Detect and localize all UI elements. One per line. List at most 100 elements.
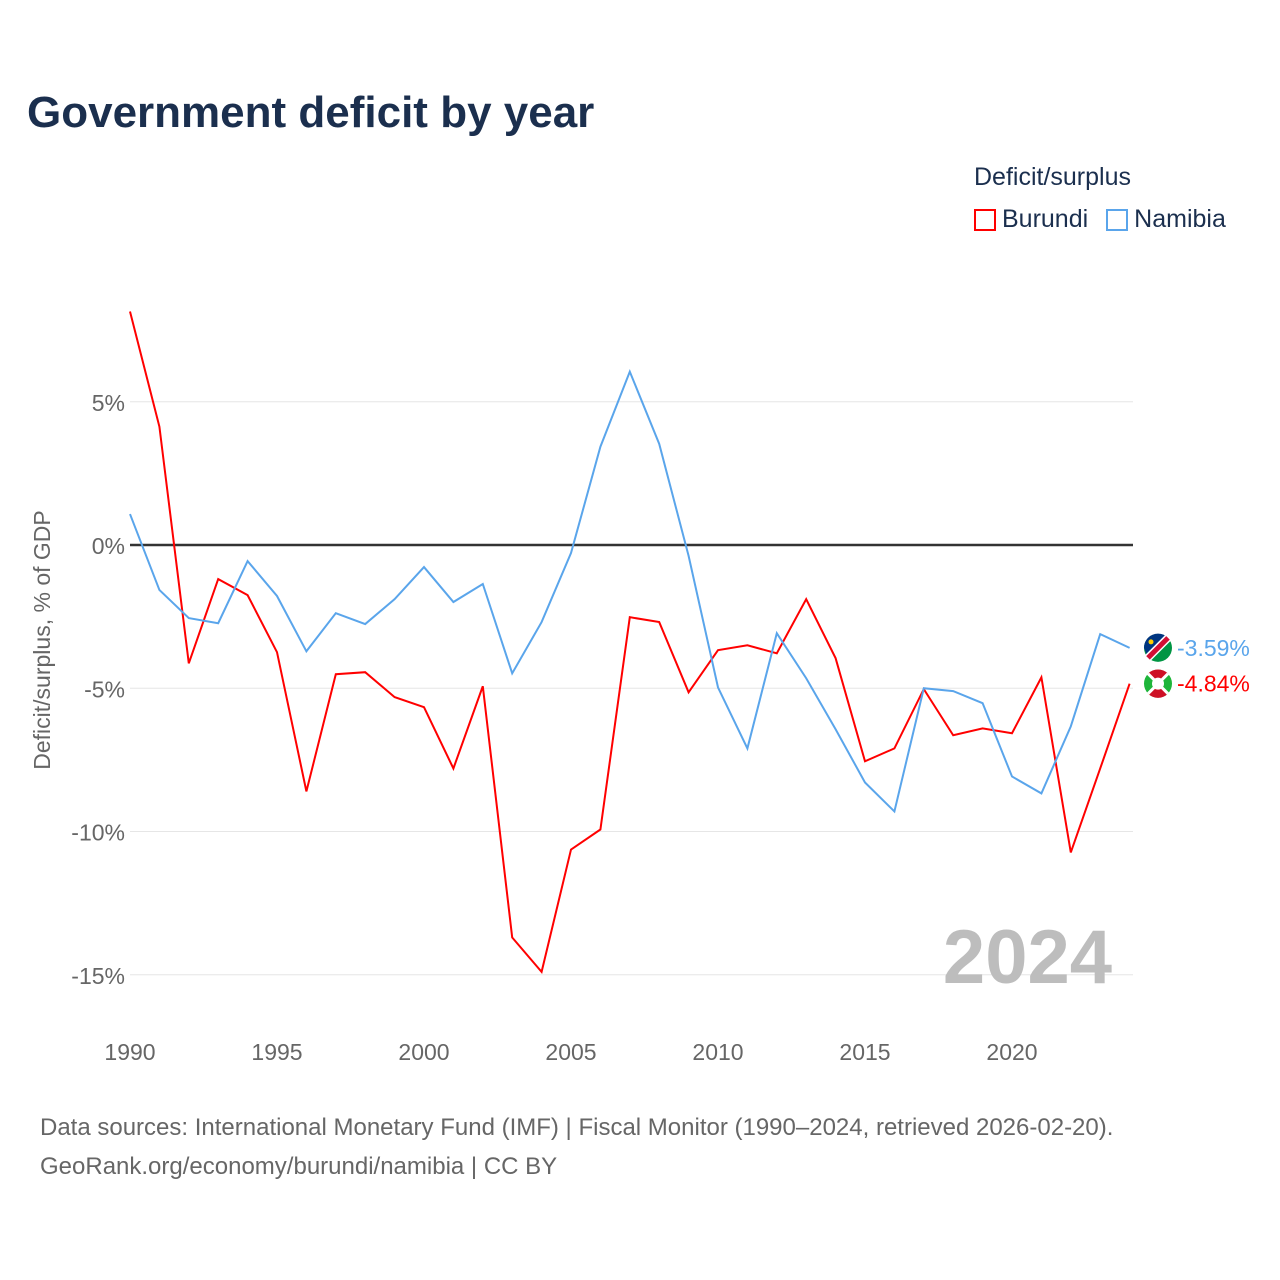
data-point[interactable] — [421, 704, 427, 710]
x-tick-label: 2010 — [692, 1039, 743, 1065]
legend-label: Namibia — [1134, 205, 1226, 233]
series-line-namibia — [129, 368, 1131, 814]
y-tick-label: -5% — [84, 676, 125, 702]
data-point[interactable] — [1009, 773, 1015, 779]
data-point[interactable] — [627, 369, 633, 375]
data-point[interactable] — [450, 765, 456, 771]
data-point[interactable] — [127, 309, 133, 315]
data-point[interactable] — [156, 587, 162, 593]
data-point[interactable] — [509, 670, 515, 676]
y-tick-label: -15% — [71, 963, 125, 989]
data-point[interactable] — [539, 969, 545, 975]
data-point[interactable] — [245, 558, 251, 564]
x-tick-label: 2005 — [545, 1039, 596, 1065]
data-point[interactable] — [539, 619, 545, 625]
data-point[interactable] — [833, 655, 839, 661]
data-point[interactable] — [1097, 631, 1103, 637]
data-point[interactable] — [303, 648, 309, 654]
data-point[interactable] — [362, 621, 368, 627]
legend-swatch-namibia — [1106, 208, 1129, 231]
data-point[interactable] — [127, 511, 133, 517]
x-tick-label: 1995 — [251, 1039, 302, 1065]
data-point[interactable] — [303, 788, 309, 794]
data-point[interactable] — [480, 581, 486, 587]
data-point[interactable] — [921, 685, 927, 691]
data-point[interactable] — [891, 745, 897, 751]
legend-swatch-burundi — [974, 208, 996, 231]
data-point[interactable] — [1009, 730, 1015, 736]
data-point[interactable] — [950, 732, 956, 738]
data-point[interactable] — [1038, 790, 1044, 796]
y-tick-label: 5% — [92, 390, 125, 416]
x-tick-label: 2000 — [398, 1039, 449, 1065]
data-point[interactable] — [186, 660, 192, 666]
legend-item-burundi[interactable]: Burundi — [974, 205, 1088, 234]
y-tick-label: 0% — [92, 533, 125, 559]
data-point[interactable] — [803, 675, 809, 681]
data-point[interactable] — [744, 745, 750, 751]
data-point[interactable] — [215, 576, 221, 582]
data-point[interactable] — [744, 642, 750, 648]
flag-burundi-icon — [1144, 669, 1172, 698]
source-link[interactable]: GeoRank.org/economy/burundi/namibia | CC… — [40, 1153, 558, 1180]
data-point[interactable] — [362, 669, 368, 675]
data-point[interactable] — [774, 630, 780, 636]
data-point[interactable] — [686, 689, 692, 695]
end-label-burundi: -4.84% — [1177, 671, 1250, 697]
data-point[interactable] — [656, 619, 662, 625]
data-point[interactable] — [1038, 674, 1044, 680]
data-point[interactable] — [1097, 765, 1103, 771]
data-point[interactable] — [862, 758, 868, 764]
data-point[interactable] — [686, 553, 692, 559]
data-point[interactable] — [245, 592, 251, 598]
end-label-namibia: -3.59% — [1177, 635, 1250, 661]
data-point[interactable] — [333, 610, 339, 616]
data-point[interactable] — [803, 596, 809, 602]
year-watermark: 2024 — [943, 915, 1112, 1000]
data-point[interactable] — [715, 684, 721, 690]
data-point[interactable] — [480, 683, 486, 689]
data-point[interactable] — [1127, 645, 1133, 651]
data-point[interactable] — [862, 780, 868, 786]
flag-namibia-icon — [1143, 633, 1172, 662]
data-point[interactable] — [597, 444, 603, 450]
series-line-burundi — [129, 311, 1131, 975]
y-axis-label: Deficit/surplus, % of GDP — [29, 510, 55, 769]
data-point[interactable] — [392, 694, 398, 700]
data-point[interactable] — [1127, 681, 1133, 687]
data-point[interactable] — [774, 650, 780, 656]
legend-item-namibia[interactable]: Namibia — [1106, 205, 1226, 234]
data-point[interactable] — [980, 725, 986, 731]
data-point[interactable] — [627, 614, 633, 620]
data-point[interactable] — [333, 671, 339, 677]
legend-title: Deficit/surplus — [974, 163, 1131, 191]
data-point[interactable] — [891, 808, 897, 814]
legend-label: Burundi — [1002, 205, 1089, 233]
data-point[interactable] — [509, 935, 515, 941]
data-point[interactable] — [568, 847, 574, 853]
data-point[interactable] — [568, 550, 574, 556]
data-point[interactable] — [656, 441, 662, 447]
data-point[interactable] — [215, 620, 221, 626]
data-point[interactable] — [274, 593, 280, 599]
data-point[interactable] — [833, 726, 839, 732]
data-point[interactable] — [156, 424, 162, 430]
source-line: Data sources: International Monetary Fun… — [40, 1114, 1114, 1141]
data-point[interactable] — [274, 649, 280, 655]
data-point[interactable] — [450, 599, 456, 605]
legend: Burundi Namibia — [974, 205, 1226, 234]
data-point[interactable] — [392, 596, 398, 602]
chart-title: Government deficit by year — [27, 88, 595, 137]
data-point[interactable] — [597, 826, 603, 832]
data-point[interactable] — [980, 700, 986, 706]
data-point[interactable] — [1068, 723, 1074, 729]
y-tick-label: -10% — [71, 820, 125, 846]
data-point[interactable] — [186, 615, 192, 621]
data-point[interactable] — [421, 564, 427, 570]
data-point[interactable] — [1068, 849, 1074, 855]
x-tick-label: 2015 — [839, 1039, 890, 1065]
data-point[interactable] — [715, 647, 721, 653]
data-point[interactable] — [950, 688, 956, 694]
